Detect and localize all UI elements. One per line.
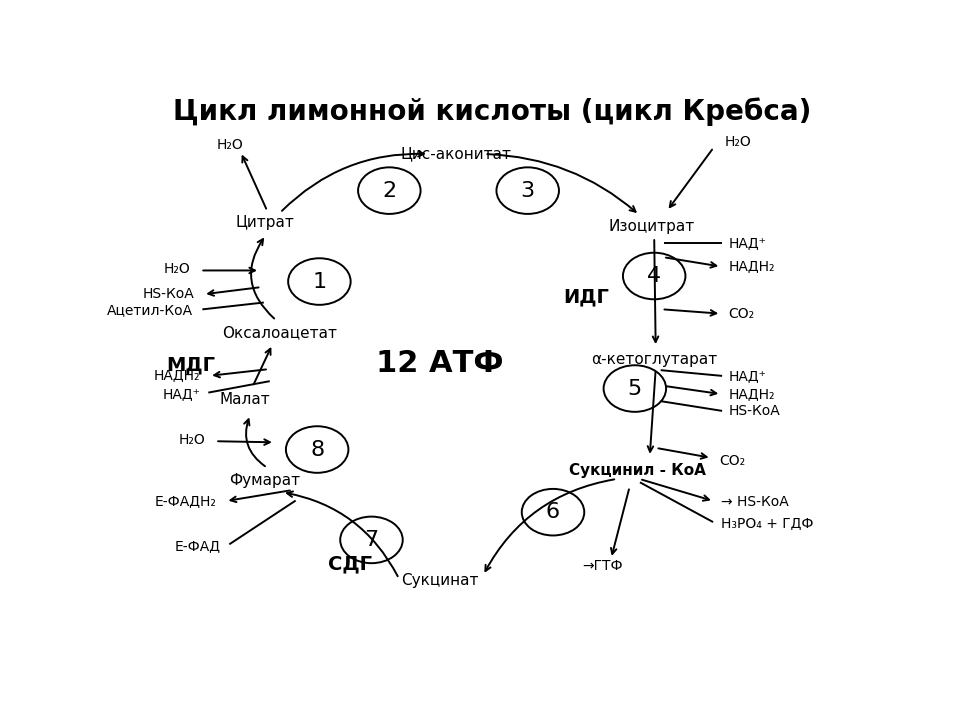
- Text: CO₂: CO₂: [719, 454, 745, 467]
- Text: НАДН₂: НАДН₂: [154, 368, 201, 382]
- Text: НАД⁺: НАД⁺: [162, 387, 201, 401]
- Text: Оксалоацетат: Оксалоацетат: [223, 325, 338, 341]
- Text: H₃PO₄ + ГДФ: H₃PO₄ + ГДФ: [721, 516, 814, 530]
- Text: Сукцинил - КоА: Сукцинил - КоА: [568, 462, 706, 477]
- Text: Цикл лимонной кислоты (цикл Кребса): Цикл лимонной кислоты (цикл Кребса): [173, 97, 811, 126]
- Text: CO₂: CO₂: [729, 307, 755, 320]
- Text: H₂O: H₂O: [724, 135, 751, 149]
- Text: → HS-КоА: → HS-КоА: [721, 495, 789, 509]
- Text: Фумарат: Фумарат: [229, 472, 300, 487]
- Text: Цис-аконитат: Цис-аконитат: [400, 147, 512, 161]
- Text: 3: 3: [520, 181, 535, 201]
- Text: Е-ФАД: Е-ФАД: [175, 539, 221, 554]
- Text: HS-КоА: HS-КоА: [143, 287, 194, 301]
- Text: 2: 2: [382, 181, 396, 201]
- Text: 7: 7: [365, 530, 378, 550]
- Text: СДГ: СДГ: [328, 555, 372, 574]
- Text: 1: 1: [312, 271, 326, 292]
- Text: НАДН₂: НАДН₂: [729, 260, 775, 274]
- Text: 5: 5: [628, 379, 642, 399]
- Text: Ацетил-КоА: Ацетил-КоА: [107, 303, 193, 318]
- Text: Малат: Малат: [220, 392, 271, 407]
- Text: Е-ФАДН₂: Е-ФАДН₂: [155, 494, 217, 508]
- Text: Изоцитрат: Изоцитрат: [609, 219, 695, 233]
- Text: Сукцинат: Сукцинат: [401, 573, 479, 588]
- Text: 4: 4: [647, 266, 661, 286]
- Text: НАД⁺: НАД⁺: [729, 235, 766, 250]
- Text: H₂O: H₂O: [179, 433, 205, 447]
- Text: H₂O: H₂O: [217, 138, 244, 152]
- Text: H₂O: H₂O: [164, 262, 191, 276]
- Text: →ГТФ: →ГТФ: [582, 559, 622, 573]
- Text: НАДН₂: НАДН₂: [729, 387, 775, 401]
- Text: Цитрат: Цитрат: [235, 215, 295, 230]
- Text: 12 АТФ: 12 АТФ: [376, 349, 504, 378]
- Text: НАД⁺: НАД⁺: [729, 369, 766, 383]
- Text: 6: 6: [546, 502, 560, 522]
- Text: ИДГ: ИДГ: [564, 287, 610, 307]
- Text: МДГ: МДГ: [166, 355, 215, 374]
- Text: α-кетоглутарат: α-кетоглутарат: [591, 351, 717, 366]
- Text: HS-КоА: HS-КоА: [729, 404, 780, 418]
- Text: 8: 8: [310, 439, 324, 459]
